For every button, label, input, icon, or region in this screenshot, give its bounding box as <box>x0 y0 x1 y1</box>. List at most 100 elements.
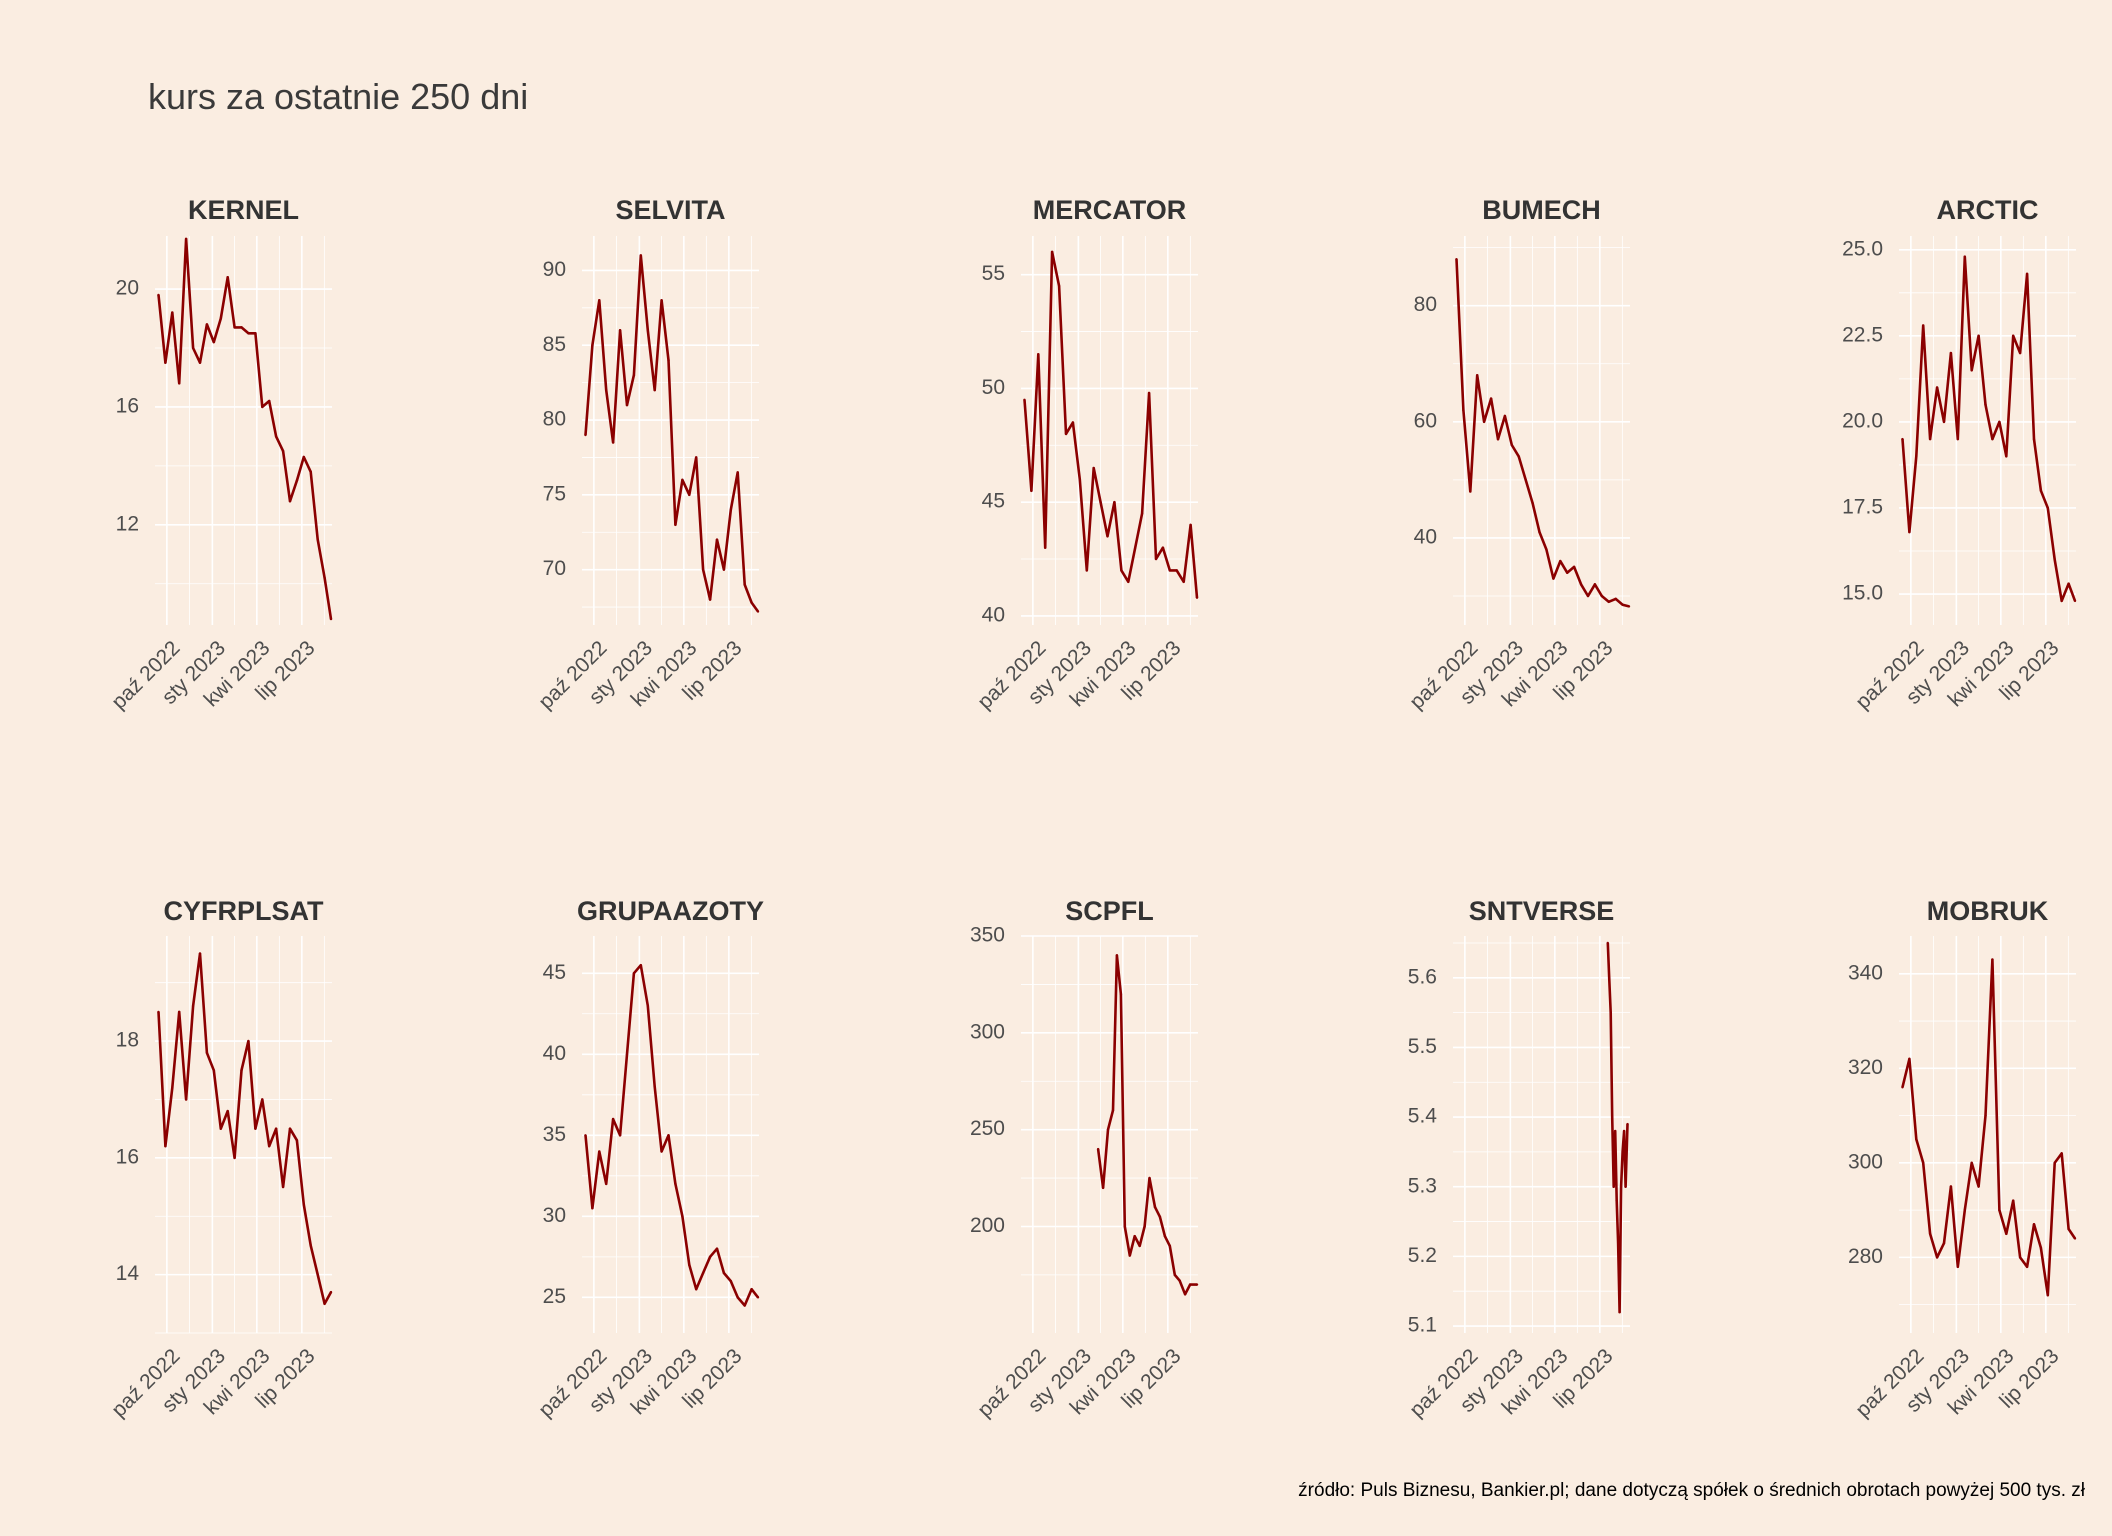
data-point <box>2025 1265 2029 1269</box>
data-point <box>1168 569 1172 572</box>
data-point <box>178 382 181 385</box>
data-point <box>323 1302 326 1306</box>
data-point <box>295 479 299 482</box>
data-point <box>729 508 733 511</box>
data-point <box>1119 992 1123 996</box>
data-point <box>247 332 250 335</box>
data-point <box>1613 1129 1617 1133</box>
y-tick-label: 22.5 <box>1842 323 1883 346</box>
data-point <box>1071 421 1075 424</box>
y-tick-label: 5.5 <box>1408 1035 1437 1058</box>
data-point <box>2032 1223 2036 1226</box>
data-point <box>1101 1186 1105 1189</box>
data-point <box>1963 1208 1966 1212</box>
data-point <box>708 1255 712 1259</box>
y-tick-label: 25.0 <box>1842 237 1883 260</box>
data-point <box>268 1144 271 1148</box>
data-point <box>1600 594 1604 598</box>
data-point <box>1915 455 1918 458</box>
data-point <box>1949 351 1953 355</box>
panel-title: SELVITA <box>615 195 725 225</box>
data-point <box>191 346 195 350</box>
data-point <box>1963 255 1966 258</box>
data-point <box>1096 1147 1100 1151</box>
panel-title: KERNEL <box>188 195 299 225</box>
series-line <box>584 963 760 1307</box>
data-point <box>701 1271 705 1275</box>
data-point <box>233 1156 236 1160</box>
y-tick-label: 12 <box>116 512 139 535</box>
data-point <box>632 373 636 377</box>
data-point <box>302 1203 306 1206</box>
data-point <box>1579 583 1583 586</box>
data-point <box>1942 420 1946 424</box>
data-point <box>1624 1185 1627 1188</box>
data-point <box>584 433 587 437</box>
data-point <box>1037 353 1040 356</box>
series-line <box>1096 954 1197 1296</box>
data-point <box>171 311 174 314</box>
data-point <box>1099 500 1102 504</box>
y-tick-label: 50 <box>982 376 1005 399</box>
data-point <box>701 568 705 571</box>
data-point <box>329 617 333 621</box>
data-point <box>756 610 760 613</box>
data-point <box>1462 408 1465 412</box>
y-tick-label: 16 <box>116 1145 139 1168</box>
data-point <box>591 1207 594 1210</box>
data-point <box>1476 374 1479 377</box>
data-point <box>1161 546 1165 549</box>
data-point <box>1915 1138 1918 1141</box>
data-point <box>625 1053 629 1056</box>
data-point <box>1115 954 1119 957</box>
data-point <box>1908 1057 1911 1061</box>
data-point <box>1524 478 1527 482</box>
data-point <box>226 1109 229 1113</box>
panel-title: CYFRPLSAT <box>164 896 325 926</box>
data-point <box>1030 489 1033 492</box>
data-point <box>688 493 691 497</box>
data-point <box>2073 599 2077 603</box>
data-point <box>212 340 216 344</box>
data-point <box>2018 1256 2022 1259</box>
data-point <box>618 1134 622 1137</box>
data-point <box>1593 583 1597 586</box>
data-point <box>1615 1199 1618 1202</box>
data-point <box>1607 600 1610 603</box>
data-point <box>2032 437 2036 441</box>
data-point <box>1621 603 1624 606</box>
y-tick-label: 85 <box>543 333 566 356</box>
data-point <box>653 1085 656 1088</box>
data-point <box>226 276 229 279</box>
data-point <box>2005 1232 2008 1235</box>
data-point <box>1496 438 1500 441</box>
data-point <box>1044 546 1047 549</box>
data-point <box>240 1069 243 1072</box>
data-point <box>184 1098 188 1101</box>
data-point <box>1977 1185 1980 1188</box>
data-point <box>688 1263 691 1267</box>
data-point <box>611 441 615 444</box>
data-point <box>1619 1185 1623 1188</box>
data-point <box>618 329 622 332</box>
data-point <box>667 1134 670 1137</box>
data-point <box>302 455 306 459</box>
data-point <box>1922 1161 1925 1165</box>
source-note: źródło: Puls Biznesu, Bankier.pl; dane d… <box>1298 1480 2085 1501</box>
data-point <box>1970 369 1973 372</box>
data-point <box>1984 403 1987 406</box>
data-point <box>1991 437 1994 441</box>
data-point <box>240 326 243 329</box>
data-point <box>1128 1254 1131 1257</box>
data-point <box>1612 1185 1615 1188</box>
data-point <box>254 332 257 335</box>
data-point <box>1189 523 1192 527</box>
y-tick-label: 350 <box>970 924 1005 947</box>
y-tick-label: 5.2 <box>1408 1244 1437 1267</box>
data-point <box>2060 1152 2063 1155</box>
data-point <box>1935 1256 1939 1259</box>
panel-title: BUMECH <box>1482 195 1601 225</box>
